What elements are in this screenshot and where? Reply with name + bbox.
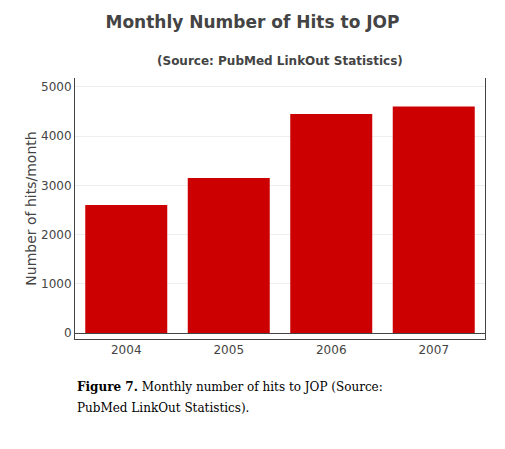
svg-text:PubMed LinkOut Statistics).: PubMed LinkOut Statistics). — [77, 401, 249, 415]
svg-text:5000: 5000 — [41, 80, 72, 94]
svg-text:1000: 1000 — [41, 277, 72, 291]
svg-text:2006: 2006 — [316, 343, 347, 357]
svg-text:2000: 2000 — [41, 228, 72, 242]
svg-text:(Source: PubMed LinkOut Statis: (Source: PubMed LinkOut Statistics) — [157, 54, 403, 68]
svg-text:2007: 2007 — [418, 343, 449, 357]
svg-text:Monthly Number of Hits to JOP: Monthly Number of Hits to JOP — [106, 12, 400, 32]
svg-text:3000: 3000 — [41, 179, 72, 193]
svg-text:Number of hits/month: Number of hits/month — [23, 131, 39, 285]
svg-text:2005: 2005 — [213, 343, 244, 357]
svg-text:4000: 4000 — [41, 129, 72, 143]
svg-text:0: 0 — [64, 326, 72, 340]
svg-text:Figure 7. Monthly number of hi: Figure 7. Monthly number of hits to JOP … — [77, 380, 383, 394]
svg-text:2004: 2004 — [111, 343, 142, 357]
